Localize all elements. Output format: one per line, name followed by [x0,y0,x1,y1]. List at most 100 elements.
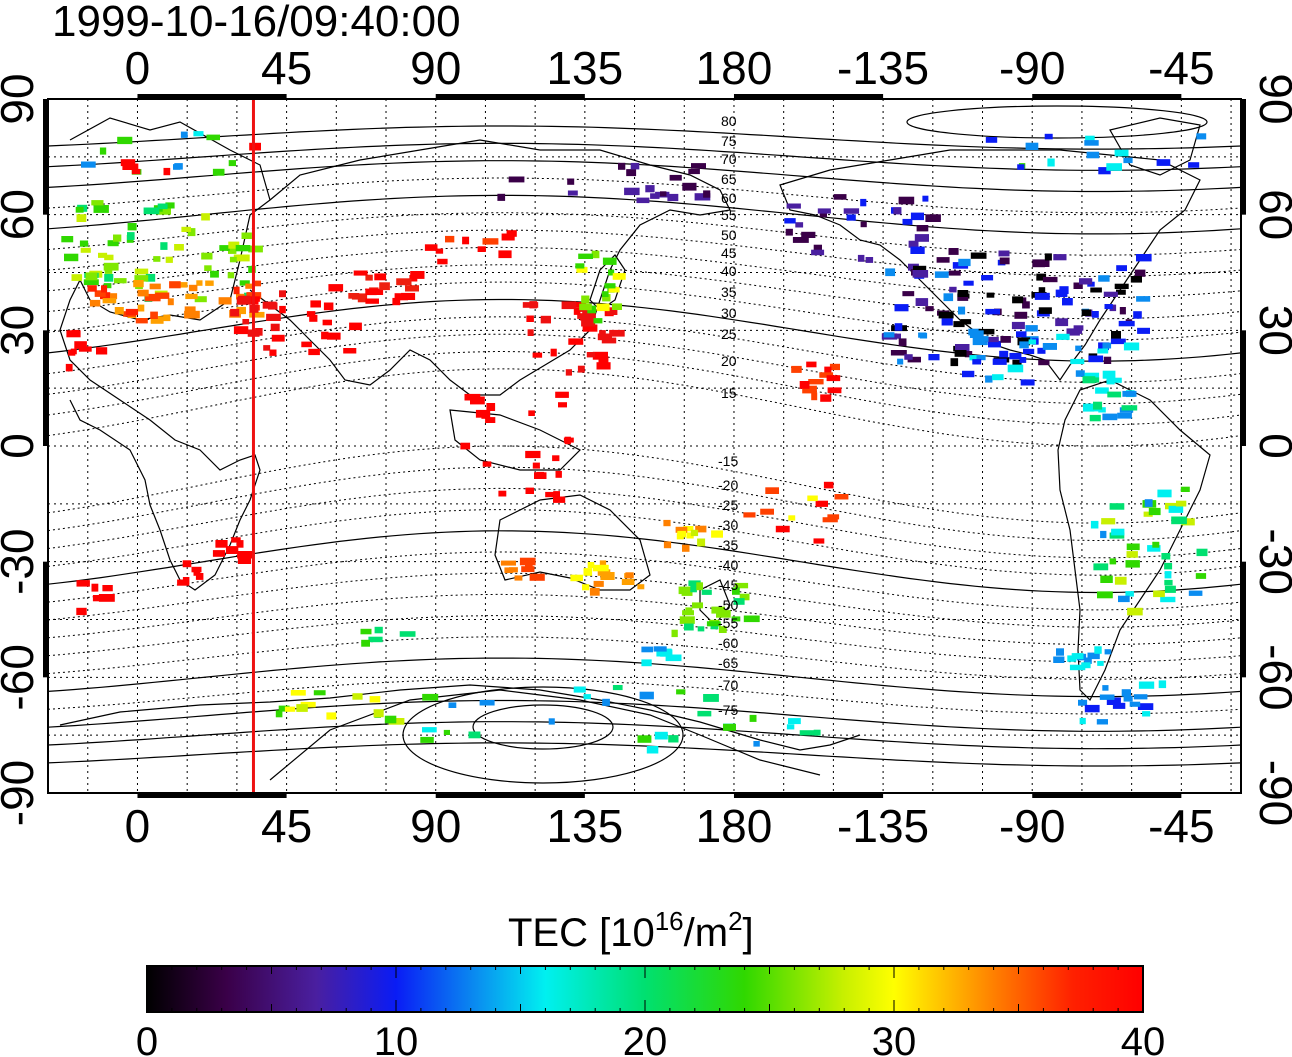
tec-data-cell [784,218,796,224]
tec-data-cell [1028,339,1037,345]
tec-data-cell [195,573,204,580]
tec-data-cell [526,315,534,322]
tec-data-cell [210,270,219,278]
tec-data-cell [1137,327,1150,334]
tec-data-cell [420,736,434,743]
tec-data-cell [228,241,240,249]
tec-data-cell [820,394,832,402]
tec-data-cell [1104,649,1112,655]
tec-data-cell [969,330,984,338]
bottom-tick-label: 180 [696,800,773,852]
tec-data-cell [596,303,610,312]
tec-data-cell [555,470,562,478]
colorbar-tick-label: 30 [872,1020,917,1057]
tec-data-cell [101,285,108,293]
tec-data-cell [482,461,492,467]
tec-data-cell [799,730,815,736]
tec-data-cell [504,567,514,573]
tec-data-cell [96,347,108,355]
tec-data-cell [1053,254,1067,261]
tec-data-cell [914,234,929,242]
tec-data-cell [525,450,541,459]
tec-data-cell [1007,364,1024,373]
tec-data-cell [985,308,1000,315]
tec-data-cell [857,254,865,262]
tec-data-cell [609,329,625,337]
tec-data-cell [579,303,592,311]
tec-data-cell [1136,296,1151,302]
contour-label: -55 [718,615,738,631]
tec-data-cell [501,233,515,241]
tec-data-cell [1093,401,1103,410]
tec-data-cell [1075,370,1085,377]
tec-data-cell [262,301,277,309]
tec-data-cell [1126,543,1140,551]
tec-data-cell [508,176,525,183]
tec-data-cell [125,308,139,316]
tec-data-cell [134,275,149,282]
tec-data-cell [860,198,867,207]
tec-data-cell [122,163,139,170]
top-tick-label: 0 [125,42,151,94]
tec-data-cell [76,580,90,587]
tec-data-cell [596,362,611,370]
tec-data-cell [1020,379,1035,386]
tec-data-cell [1112,702,1126,709]
tec-data-cell [188,284,198,292]
tec-data-cell [984,336,999,343]
tec-data-cell [563,437,574,443]
tec-data-cell [532,352,543,358]
tec-data-cell [583,694,591,700]
tec-data-cell [553,496,566,503]
tec-data-cell [388,718,405,725]
tec-data-cell [986,292,995,298]
tec-data-cell [231,537,241,543]
tec-data-cell [561,301,577,310]
tec-data-cell [460,442,471,450]
tec-data-cell [1055,318,1069,327]
tec-data-cell [938,311,954,319]
tec-data-cell [169,281,181,289]
tec-data-cell [323,302,334,311]
tec-data-cell [81,161,96,168]
tec-data-cell [1095,387,1109,394]
tec-data-cell [675,526,688,533]
tec-data-cell [608,286,620,293]
tec-data-cell [266,313,281,321]
tec-data-cell [83,279,99,286]
tec-data-cell [237,557,252,564]
tec-data-cell [823,481,834,489]
tec-data-cell [602,257,617,265]
tec-data-cell [792,237,809,243]
tec-data-cell [1017,164,1025,170]
contour-label: -75 [718,702,738,718]
tec-data-cell [182,577,190,585]
tec-data-cell [1090,287,1102,293]
tec-data-cell [912,270,929,278]
right-tick-label: -60 [1250,644,1292,710]
colorbar-tick-label: 40 [1121,1020,1166,1057]
tec-data-cell [1114,576,1127,585]
tec-data-cell [1099,694,1115,700]
tec-data-cell [913,265,927,273]
tec-data-cell [394,293,408,301]
tec-data-cell [999,257,1010,265]
tec-data-cell [817,208,831,214]
colorbar-tick-label: 0 [136,1020,158,1057]
tec-data-cell [636,197,650,204]
tec-data-cell [925,306,934,312]
tec-data-cell [1083,403,1095,412]
tec-data-cell [860,221,867,228]
tec-data-cell [765,487,779,494]
tec-data-cell [1109,503,1125,510]
tec-data-cell [695,525,707,533]
tec-data-cell [578,253,593,259]
tec-data-cell [384,715,397,724]
tec-data-cell [813,244,822,253]
tec-data-cell [150,316,164,324]
tec-data-cell [107,240,119,247]
tec-data-cell [1097,591,1113,599]
tec-data-cell [374,273,387,281]
tec-data-cell [962,370,975,378]
